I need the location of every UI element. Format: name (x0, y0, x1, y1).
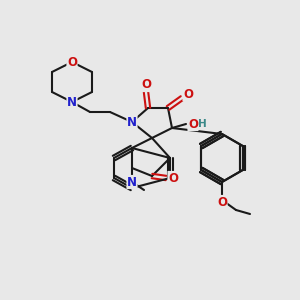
Text: O: O (141, 79, 151, 92)
Text: O: O (168, 172, 178, 184)
Text: N: N (127, 116, 137, 128)
Text: O: O (188, 118, 198, 130)
Text: O: O (183, 88, 193, 100)
Text: N: N (67, 95, 77, 109)
Text: O: O (217, 196, 227, 208)
Text: H: H (198, 119, 206, 129)
Text: N: N (127, 176, 137, 188)
Text: O: O (67, 56, 77, 68)
